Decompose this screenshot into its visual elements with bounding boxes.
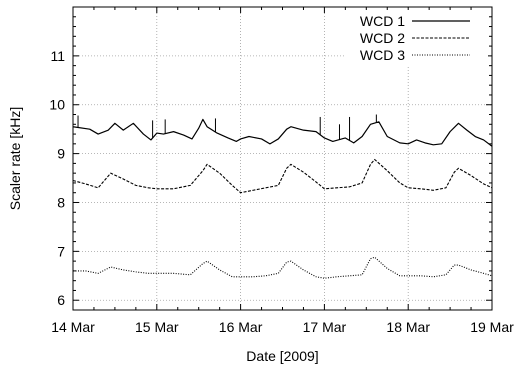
series-layer [72, 114, 493, 279]
y-axis-label: Scaler rate [kHz] [7, 107, 23, 210]
y-tick-labels: 6 7 8 9 10 11 [49, 48, 65, 308]
x-tick-label: 19 Mar [470, 319, 514, 335]
legend-label: WCD 3 [360, 47, 405, 63]
x-tick-label: 15 Mar [135, 319, 179, 335]
series-line-2 [72, 158, 493, 194]
series-line-3 [73, 256, 493, 279]
y-tick-label: 11 [50, 48, 65, 64]
x-tick-label: 18 Mar [386, 319, 430, 335]
series-line-1 [72, 118, 493, 147]
legend-label: WCD 1 [360, 13, 405, 29]
y-tick-label: 6 [57, 292, 65, 308]
axis-ticks [72, 7, 493, 310]
x-tick-label: 14 Mar [51, 319, 95, 335]
x-axis-label: Date [2009] [246, 348, 318, 364]
y-tick-label: 10 [49, 97, 65, 113]
grid [73, 7, 492, 310]
x-tick-labels: 14 Mar 15 Mar 16 Mar 17 Mar 18 Mar 19 Mar [51, 319, 514, 335]
y-tick-label: 8 [57, 194, 65, 210]
y-tick-label: 9 [57, 146, 65, 162]
legend-label: WCD 2 [360, 30, 405, 46]
x-tick-label: 17 Mar [303, 319, 347, 335]
x-tick-label: 16 Mar [219, 319, 263, 335]
y-tick-label: 7 [57, 243, 65, 259]
